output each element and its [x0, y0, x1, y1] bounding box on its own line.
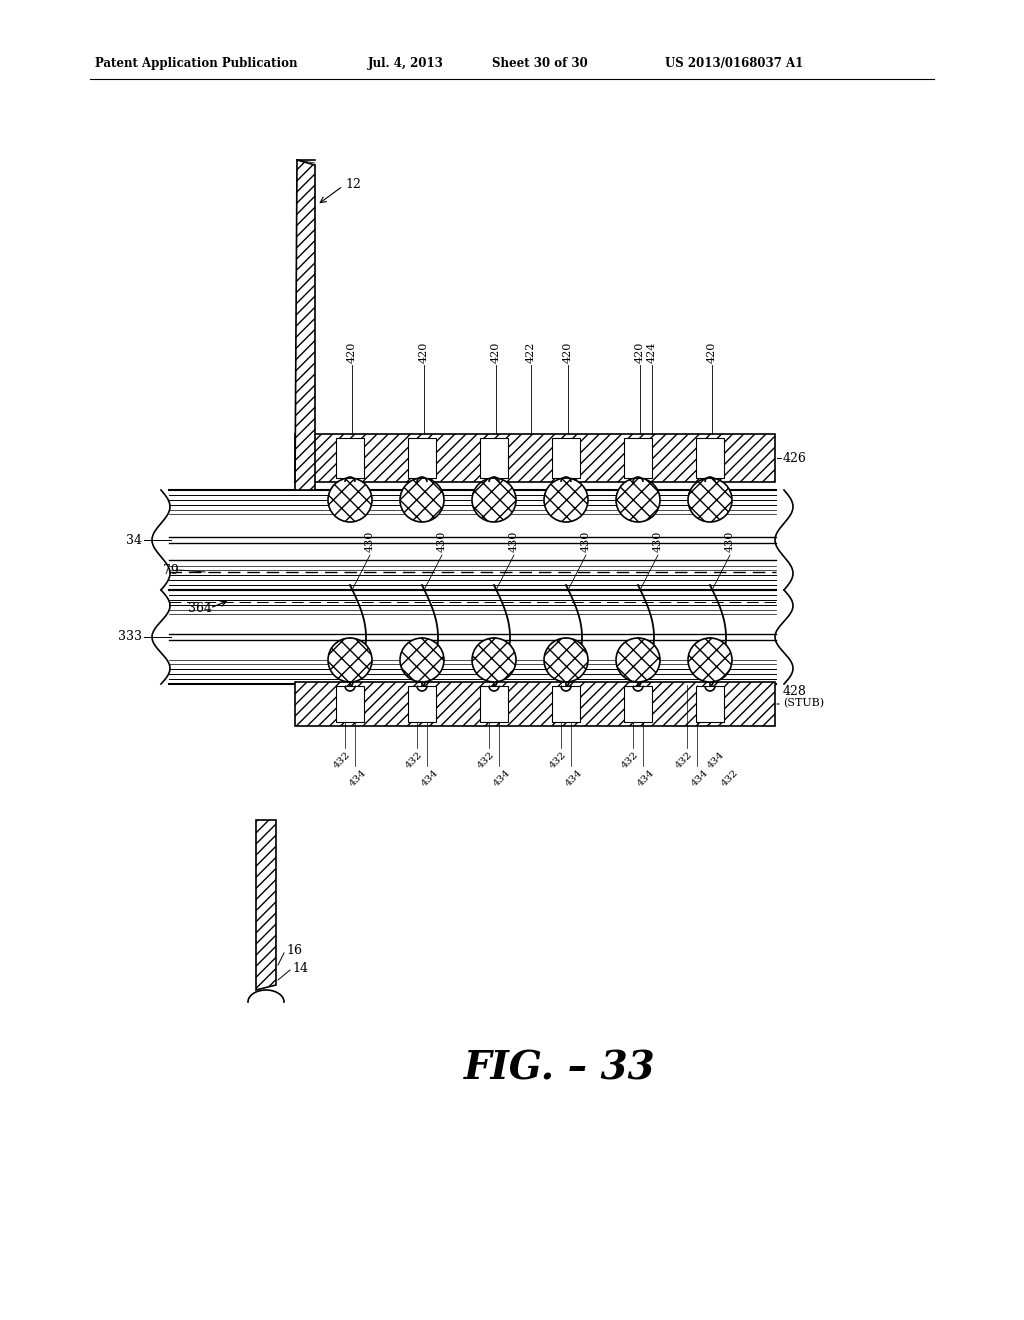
- Text: 420: 420: [419, 342, 429, 363]
- Text: 420: 420: [490, 342, 501, 363]
- Circle shape: [688, 478, 732, 521]
- Text: 428: 428: [783, 685, 807, 698]
- Bar: [552, 686, 580, 722]
- Text: 426: 426: [783, 451, 807, 465]
- Circle shape: [472, 478, 516, 521]
- Bar: [624, 686, 652, 722]
- Bar: [696, 438, 724, 478]
- Text: 434: 434: [690, 768, 711, 788]
- Text: 430: 430: [581, 531, 591, 552]
- Text: 424: 424: [647, 342, 657, 363]
- Text: 434: 434: [706, 750, 726, 771]
- Text: 420: 420: [347, 342, 357, 363]
- Bar: [480, 438, 508, 478]
- Circle shape: [328, 478, 372, 521]
- Text: 430: 430: [365, 531, 375, 552]
- Text: (STUB): (STUB): [783, 698, 824, 709]
- Circle shape: [400, 478, 444, 521]
- Text: Jul. 4, 2013: Jul. 4, 2013: [368, 57, 443, 70]
- Text: 420: 420: [707, 342, 717, 363]
- Text: 364: 364: [188, 602, 212, 615]
- Circle shape: [544, 638, 588, 682]
- Bar: [336, 438, 364, 478]
- Text: 432: 432: [720, 768, 740, 788]
- Bar: [408, 686, 436, 722]
- Text: 434: 434: [348, 768, 369, 788]
- Text: 420: 420: [635, 342, 645, 363]
- Text: 432: 432: [548, 750, 568, 771]
- Text: 432: 432: [674, 750, 694, 771]
- Text: 432: 432: [620, 750, 640, 771]
- Bar: [552, 438, 580, 478]
- Polygon shape: [256, 820, 276, 990]
- Text: 430: 430: [725, 531, 735, 552]
- Circle shape: [400, 638, 444, 682]
- Text: 434: 434: [564, 768, 585, 788]
- Circle shape: [688, 638, 732, 682]
- Text: 434: 434: [636, 768, 656, 788]
- Circle shape: [544, 478, 588, 521]
- Text: Patent Application Publication: Patent Application Publication: [95, 57, 298, 70]
- Text: 430: 430: [653, 531, 663, 552]
- Bar: [480, 686, 508, 722]
- Circle shape: [328, 638, 372, 682]
- Text: 434: 434: [420, 768, 440, 788]
- Text: 420: 420: [563, 342, 573, 363]
- Text: 430: 430: [437, 531, 447, 552]
- Text: 432: 432: [476, 750, 497, 771]
- Bar: [295, 434, 775, 482]
- Bar: [295, 682, 775, 726]
- Text: 16: 16: [286, 944, 302, 957]
- Bar: [408, 438, 436, 478]
- Circle shape: [472, 638, 516, 682]
- Circle shape: [616, 478, 660, 521]
- Text: 12: 12: [345, 178, 360, 191]
- Polygon shape: [295, 160, 315, 490]
- Bar: [624, 438, 652, 478]
- Bar: [696, 686, 724, 722]
- Text: 79: 79: [163, 564, 179, 577]
- Text: 432: 432: [332, 750, 352, 771]
- Text: US 2013/0168037 A1: US 2013/0168037 A1: [665, 57, 803, 70]
- Text: 432: 432: [403, 750, 424, 771]
- Text: 430: 430: [509, 531, 519, 552]
- Text: 34: 34: [126, 533, 142, 546]
- Text: Sheet 30 of 30: Sheet 30 of 30: [492, 57, 588, 70]
- Bar: [336, 686, 364, 722]
- Text: 14: 14: [292, 961, 308, 974]
- Text: 434: 434: [492, 768, 512, 788]
- Text: 422: 422: [526, 342, 536, 363]
- Text: 333: 333: [118, 631, 142, 644]
- Circle shape: [616, 638, 660, 682]
- Text: FIG. – 33: FIG. – 33: [464, 1049, 655, 1088]
